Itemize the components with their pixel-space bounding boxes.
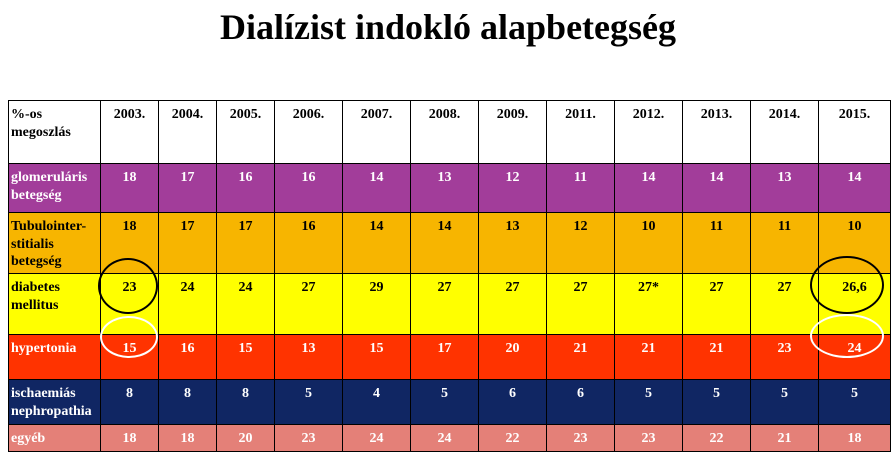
table-cell: 6 (546, 379, 615, 425)
table-cell: 18 (818, 424, 891, 452)
table-cell: 11 (546, 163, 615, 213)
table-cell: 8 (216, 379, 275, 425)
annotation-circle (810, 314, 884, 358)
table-cell: 20 (216, 424, 275, 452)
table-cell: 12 (478, 163, 547, 213)
table-row: ischaemiás nephropathia 8 8 8 5 4 5 6 6 5 5 5 5 (8, 379, 891, 425)
table-header-row: %-os megoszlás 2003. 2004. 2005. 2006. 2… (8, 100, 891, 164)
table-cell: 27 (410, 273, 479, 335)
table-cell: 14 (682, 163, 751, 213)
disease-distribution-table: %-os megoszlás 2003. 2004. 2005. 2006. 2… (8, 100, 891, 452)
page-title: Dialízist indokló alapbetegség (219, 7, 677, 47)
table-cell: 21 (546, 334, 615, 380)
table-cell: 14 (342, 163, 411, 213)
table-cell: 17 (158, 163, 217, 213)
table-cell: 8 (100, 379, 159, 425)
year-header: 2007. (342, 100, 411, 164)
year-header: 2003. (100, 100, 159, 164)
year-header: 2013. (682, 100, 751, 164)
table-cell: 14 (410, 212, 479, 274)
table-cell: 22 (682, 424, 751, 452)
table-cell: 27 (274, 273, 343, 335)
table-cell: 14 (342, 212, 411, 274)
table-cell: 17 (216, 212, 275, 274)
year-header: 2015. (818, 100, 891, 164)
table-cell: 23 (750, 334, 819, 380)
table-cell: 16 (274, 212, 343, 274)
annotation-circle (98, 258, 158, 314)
year-header: 2014. (750, 100, 819, 164)
row-label: glomeruláris betegség (8, 163, 101, 213)
table-cell: 13 (274, 334, 343, 380)
table-cell: 18 (158, 424, 217, 452)
table-cell: 24 (216, 273, 275, 335)
table-cell: 4 (342, 379, 411, 425)
table-cell: 14 (818, 163, 891, 213)
table-cell: 11 (682, 212, 751, 274)
table-row: Tubulointer-stitialis betegség 18 17 17 16 14… (8, 212, 891, 274)
table-cell: 8 (158, 379, 217, 425)
table-cell: 27 (478, 273, 547, 335)
table-cell: 24 (342, 424, 411, 452)
table-cell: 5 (410, 379, 479, 425)
table-cell: 5 (818, 379, 891, 425)
table-cell: 14 (614, 163, 683, 213)
table-cell: 18 (100, 424, 159, 452)
table-cell: 13 (750, 163, 819, 213)
table-cell: 5 (750, 379, 819, 425)
annotation-circle (100, 316, 158, 358)
table-cell: 16 (274, 163, 343, 213)
table-cell: 23 (274, 424, 343, 452)
table-cell: 24 (410, 424, 479, 452)
row-label: hypertonia (8, 334, 101, 380)
year-header: 2011. (546, 100, 615, 164)
table-cell: 12 (546, 212, 615, 274)
table-cell: 5 (614, 379, 683, 425)
table-row: glomeruláris betegség 18 17 16 16 14 13 12 11 14 1… (8, 163, 891, 213)
table-cell: 13 (478, 212, 547, 274)
table-cell: 13 (410, 163, 479, 213)
table-cell: 16 (216, 163, 275, 213)
row-label: diabetes mellitus (8, 273, 101, 335)
table-row: egyéb 18 18 20 23 24 24 22 23 23 22 21 18 (8, 424, 891, 452)
table-cell: 27 (682, 273, 751, 335)
table-cell: 27 (546, 273, 615, 335)
year-header: 2006. (274, 100, 343, 164)
row-label: egyéb (8, 424, 101, 452)
year-header: 2008. (410, 100, 479, 164)
table-cell: 21 (750, 424, 819, 452)
table-cell: 21 (614, 334, 683, 380)
table-row: hypertonia 15 16 15 13 15 17 20 21 21 21 23 24 (8, 334, 891, 380)
table-cell: 11 (750, 212, 819, 274)
table-cell: 21 (682, 334, 751, 380)
table-cell: 24 (158, 273, 217, 335)
table-cell: 6 (478, 379, 547, 425)
table-cell: 20 (478, 334, 547, 380)
table-cell: 17 (158, 212, 217, 274)
row-label: ischaemiás nephropathia (8, 379, 101, 425)
table-cell: 10 (614, 212, 683, 274)
table-cell: 5 (682, 379, 751, 425)
table-cell: 27* (614, 273, 683, 335)
header-label: %-os megoszlás (8, 100, 101, 164)
table-cell: 23 (614, 424, 683, 452)
year-header: 2004. (158, 100, 217, 164)
year-header: 2012. (614, 100, 683, 164)
annotation-circle (810, 256, 884, 314)
year-header: 2009. (478, 100, 547, 164)
table-cell: 16 (158, 334, 217, 380)
table-cell: 15 (216, 334, 275, 380)
table-cell: 27 (750, 273, 819, 335)
table-cell: 23 (546, 424, 615, 452)
table-cell: 22 (478, 424, 547, 452)
table-cell: 17 (410, 334, 479, 380)
table-cell: 15 (342, 334, 411, 380)
table-cell: 29 (342, 273, 411, 335)
row-label: Tubulointer-stitialis betegség (8, 212, 101, 274)
table-cell: 18 (100, 163, 159, 213)
table-cell: 5 (274, 379, 343, 425)
year-header: 2005. (216, 100, 275, 164)
